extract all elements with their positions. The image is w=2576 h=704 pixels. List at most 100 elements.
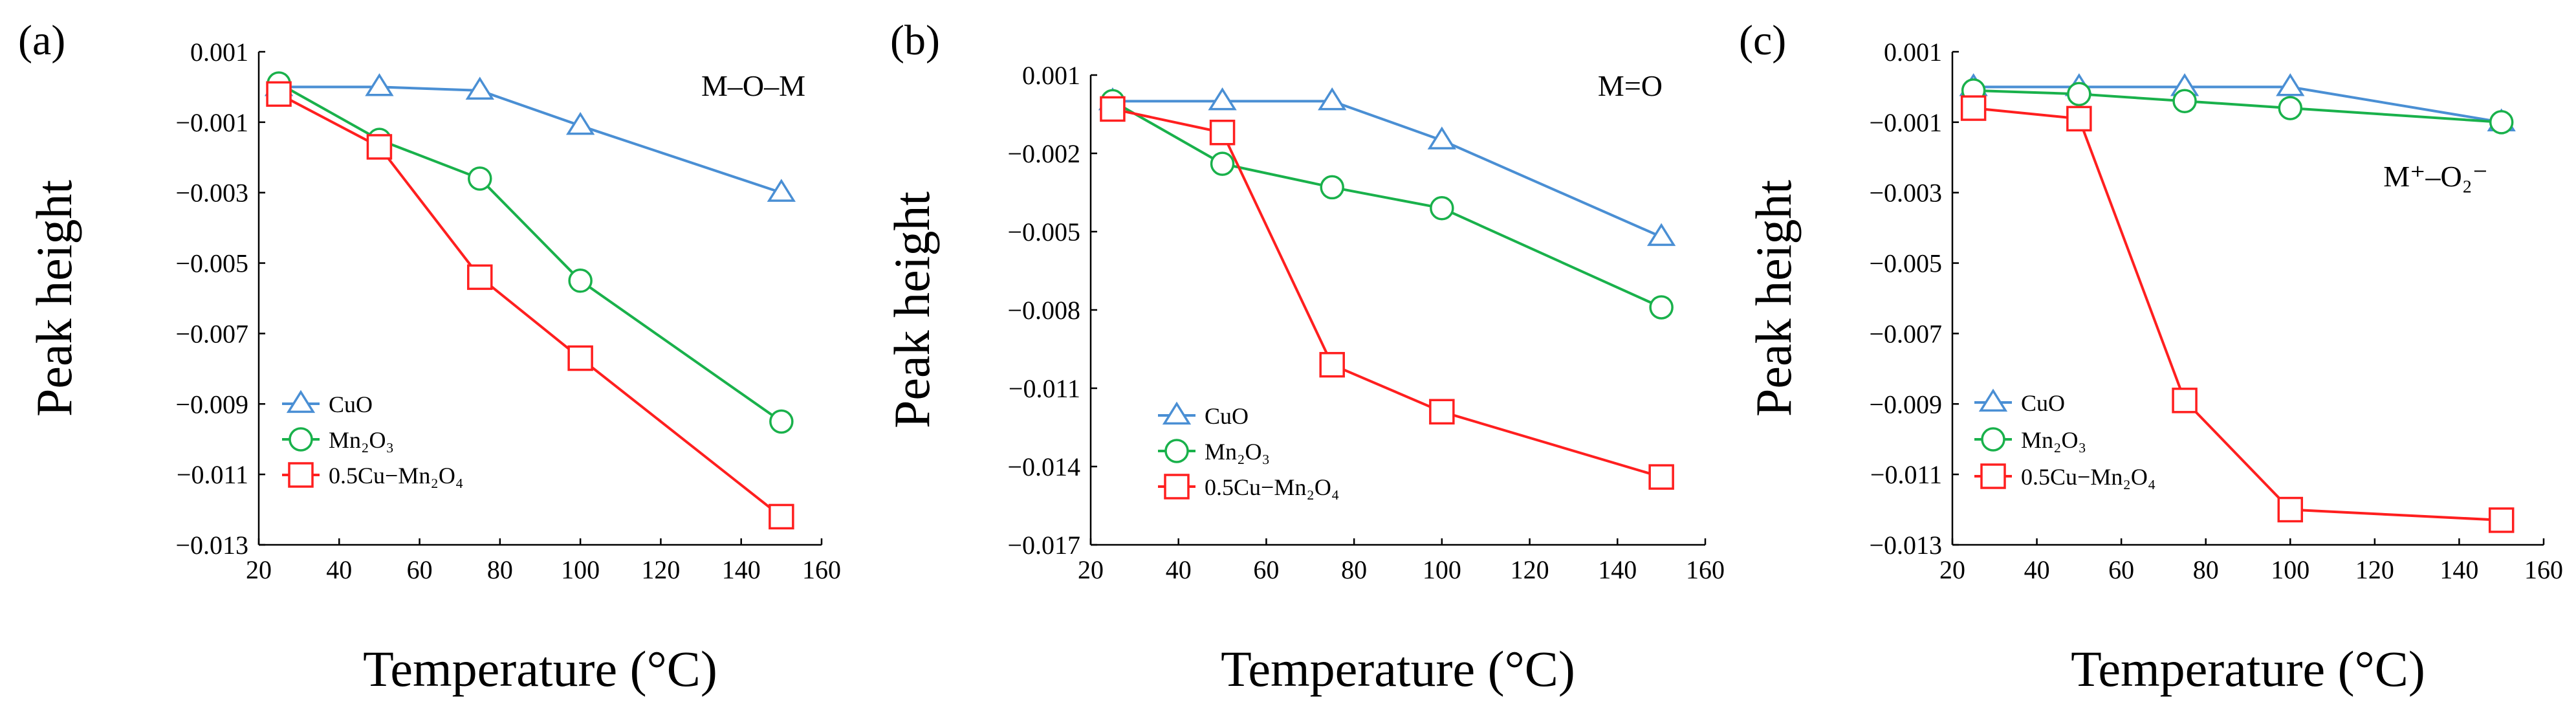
legend-label: CuO (329, 391, 373, 417)
data-point (1320, 175, 1344, 200)
legend-label: Mn₂O₃ (329, 427, 394, 453)
chart-panel-1: 20 40 60 80 100 120 140 160 0.001 −0.001 −0.003 −0.… (18, 17, 841, 697)
chart-panel-3: 20 40 60 80 100 120 140 160 0.001 −0.001 −0.003 −0.… (1739, 17, 2563, 697)
legend-item: 0.5Cu−Mn₂O₄ (1158, 474, 1339, 500)
legend-marker (1164, 474, 1190, 500)
y-tick-label: −0.009 (175, 390, 248, 419)
data-point (366, 134, 393, 160)
x-tick-label: 60 (2108, 555, 2134, 584)
series-2 (267, 71, 794, 434)
legend-marker (289, 427, 313, 452)
x-tick-label: 160 (802, 555, 841, 584)
panel-label: (a) (18, 17, 65, 64)
data-point (2489, 110, 2514, 135)
y-tick-label: −0.008 (1007, 296, 1080, 325)
x-tick-label: 60 (1253, 555, 1279, 584)
series-line (1112, 107, 1662, 479)
x-axis-title: Temperature (°C) (1221, 641, 1575, 697)
annotation-label: M–O–M (701, 69, 805, 102)
data-point (2066, 105, 2092, 132)
y-tick-label: −0.005 (1007, 217, 1080, 247)
series-3 (266, 81, 794, 530)
x-tick-label: 20 (1939, 555, 1965, 584)
series-line (1111, 100, 1662, 309)
data-point (567, 345, 593, 371)
data-point (2278, 96, 2303, 120)
y-tick-label: −0.014 (1007, 452, 1080, 481)
data-point (467, 264, 493, 291)
y-tick-label: 0.001 (1884, 38, 1942, 67)
panel-label: (c) (1739, 17, 1786, 64)
y-tick-label: −0.011 (1009, 374, 1080, 403)
legend-label: 0.5Cu−Mn₂O₄ (329, 463, 463, 489)
data-point (1427, 126, 1457, 149)
annotation-label: M=O (1598, 69, 1663, 102)
data-point (1646, 223, 1676, 247)
legend-item: Mn₂O₃ (1158, 439, 1270, 465)
data-point (1209, 119, 1236, 146)
y-tick-label: 0.001 (190, 38, 248, 67)
x-tick-label: 40 (1166, 555, 1192, 584)
x-axis-title: Temperature (°C) (363, 641, 717, 697)
legend-item: Mn₂O₃ (1974, 427, 2086, 453)
x-tick-label: 140 (2440, 555, 2478, 584)
legend-label: CuO (2021, 390, 2065, 416)
y-axis-title: Peak height (884, 192, 940, 428)
y-tick-label: −0.011 (1870, 460, 1942, 489)
series-1 (1098, 87, 1676, 247)
y-tick-label: −0.003 (175, 179, 248, 208)
x-tick-label: 40 (2024, 555, 2050, 584)
legend-label: Mn₂O₃ (1205, 439, 1270, 465)
legend-item: CuO (282, 390, 373, 417)
series-1 (1959, 73, 2516, 131)
y-axis-title: Peak height (1745, 180, 1802, 417)
data-point (465, 76, 494, 100)
data-point (2067, 82, 2091, 107)
legend-marker (1978, 388, 2008, 412)
data-point (2488, 507, 2515, 533)
y-axis-title: Peak height (26, 180, 82, 417)
y-tick-label: −0.005 (1869, 249, 1942, 278)
x-tick-label: 80 (2193, 555, 2219, 584)
y-tick-label: −0.009 (1869, 390, 1942, 419)
series-line (278, 93, 783, 518)
data-point (1429, 399, 1455, 425)
x-tick-label: 100 (561, 555, 600, 584)
data-point (565, 111, 595, 135)
data-point (1319, 351, 1345, 378)
y-tick-label: −0.007 (175, 319, 248, 348)
legend-marker (1980, 463, 2006, 489)
data-point (2277, 496, 2304, 523)
y-tick-label: −0.007 (1869, 319, 1942, 348)
data-point (1210, 151, 1235, 176)
x-tick-label: 160 (2524, 555, 2563, 584)
data-point (1648, 464, 1674, 490)
x-tick-label: 120 (641, 555, 680, 584)
x-tick-label: 80 (487, 555, 513, 584)
y-tick-label: −0.003 (1869, 179, 1942, 208)
x-tick-label: 140 (1598, 555, 1637, 584)
y-tick-label: 0.001 (1022, 61, 1080, 90)
y-tick-label: −0.005 (175, 249, 248, 278)
annotation-label: M⁺–O₂⁻ (2383, 160, 2488, 193)
data-point (2276, 73, 2305, 96)
series-line (1973, 89, 2502, 124)
y-tick-label: −0.002 (1007, 139, 1080, 168)
legend-label: 0.5Cu−Mn₂O₄ (2021, 464, 2156, 490)
x-tick-label: 40 (326, 555, 352, 584)
x-tick-label: 100 (2271, 555, 2309, 584)
data-point (1960, 95, 1987, 121)
x-tick-label: 140 (722, 555, 761, 584)
series-1 (264, 73, 796, 202)
legend-item: 0.5Cu−Mn₂O₄ (282, 462, 463, 489)
x-tick-label: 120 (2355, 555, 2394, 584)
legend-marker (286, 390, 316, 413)
x-tick-label: 120 (1511, 555, 1549, 584)
legend-marker (1981, 427, 2005, 452)
y-tick-label: −0.013 (1869, 531, 1942, 560)
series-line (1112, 100, 1662, 238)
data-point (365, 73, 394, 96)
series-2 (1100, 89, 1674, 320)
data-point (1100, 96, 1126, 122)
